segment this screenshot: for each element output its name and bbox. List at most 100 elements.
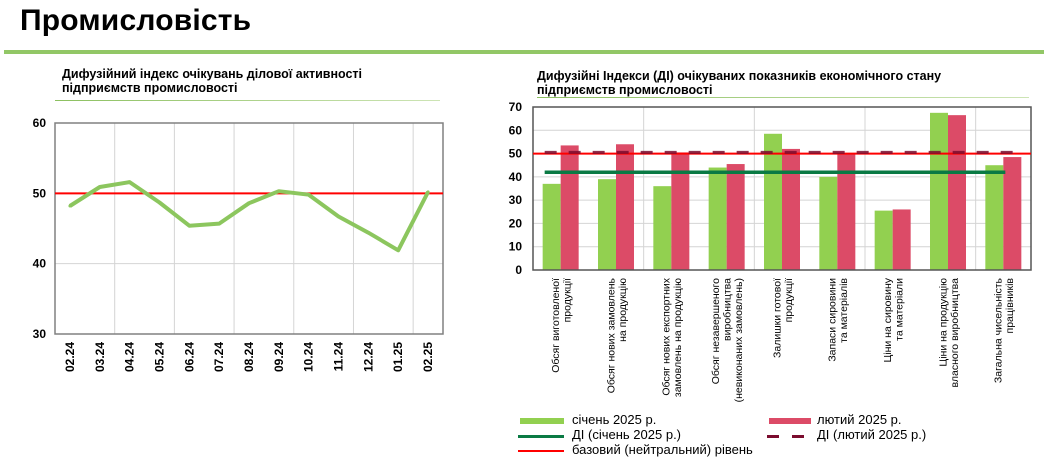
x-category-label: Обсяг нових експортних (661, 277, 673, 395)
bar-feb (726, 164, 745, 270)
data-point (128, 180, 132, 184)
bar-jan (764, 133, 782, 270)
data-point (426, 190, 430, 194)
y-tick-label: 60 (33, 116, 47, 130)
y-tick-label: 40 (33, 257, 47, 271)
bar-jan (598, 179, 616, 270)
bar-feb (837, 153, 856, 270)
bar-jan (930, 112, 948, 270)
bar-chart-title-line-1: Дифузійні Індекси (ДІ) очікуваних показн… (537, 69, 942, 83)
x-category-label: працівників (1004, 278, 1016, 334)
bar-feb (671, 152, 690, 270)
x-tick-label: 03.24 (93, 342, 107, 372)
x-tick-label: 06.24 (182, 342, 196, 372)
bar-feb (1003, 157, 1022, 270)
legend-swatch-feb (769, 418, 811, 424)
x-tick-label: 05.24 (152, 342, 166, 372)
bar-chart-title-rule (537, 97, 1029, 98)
x-category-label: на продукцію (617, 278, 629, 342)
y-tick-label: 50 (509, 147, 523, 161)
line-chart-title-line-1: Дифузійний індекс очікувань ділової акти… (62, 67, 363, 81)
data-point (68, 204, 72, 208)
x-tick-label: 11.24 (332, 342, 346, 372)
x-tick-label: 07.24 (212, 342, 226, 372)
bar-feb (948, 115, 966, 271)
data-point (366, 231, 370, 235)
x-tick-label: 02.24 (63, 342, 77, 372)
line-chart-title-rule (55, 100, 440, 101)
x-category-label: Обсяг незавершеного (710, 278, 722, 384)
bar-chart-title-line-2: підприємств промисловості (537, 83, 713, 97)
x-tick-label: 08.24 (242, 342, 256, 372)
y-tick-label: 60 (509, 123, 523, 137)
y-tick-label: 0 (515, 263, 522, 277)
data-point (157, 200, 161, 204)
x-category-label: та матеріали (893, 278, 905, 341)
x-category-label: (невиконаних замовлень) (733, 278, 745, 402)
bar-jan (819, 176, 838, 270)
data-point (277, 189, 281, 193)
x-category-label: Обсяг нових замовлень (605, 277, 617, 393)
line-chart-title: Дифузійний індекс очікувань ділової акти… (62, 67, 362, 95)
bar-feb (616, 144, 634, 270)
legend-label-feb: лютий 2025 р. (817, 412, 902, 427)
x-category-label: продукції (783, 278, 795, 322)
legend-label-di-feb: ДІ (лютий 2025 р.) (817, 427, 927, 442)
bar-jan (542, 183, 561, 270)
plot-border (54, 122, 444, 335)
bar-chart-title: Дифузійні Індекси (ДІ) очікуваних показн… (537, 69, 941, 97)
x-tick-label: 09.24 (272, 342, 286, 372)
data-point (396, 248, 400, 252)
x-tick-label: 01.25 (391, 342, 405, 372)
data-point (307, 193, 311, 197)
x-category-label: власного виробництва (949, 278, 961, 388)
legend-label-baseline: базовий (нейтральний) рівень (572, 442, 753, 457)
x-tick-label: 10.24 (302, 342, 316, 372)
y-tick-label: 30 (33, 327, 47, 341)
x-category-label: Обсяг виготовленої (550, 278, 562, 373)
x-category-label: та матеріалів (838, 278, 850, 343)
x-tick-label: 02.25 (421, 342, 435, 372)
bar-feb (782, 148, 800, 270)
x-category-label: Запаси сировини (827, 278, 839, 362)
y-tick-label: 10 (509, 240, 523, 254)
bar-jan (653, 186, 672, 270)
x-tick-label: 04.24 (123, 342, 137, 372)
plot-area (55, 123, 443, 334)
legend-swatch-di-feb-dash (792, 435, 804, 438)
x-category-label: Ціни на продукцію (937, 278, 949, 367)
legend-label-jan: січень 2025 р. (572, 412, 657, 427)
bar-jan (708, 167, 727, 270)
bar-feb (892, 209, 911, 270)
data-point (217, 222, 221, 226)
title-rule (4, 50, 1044, 54)
x-category-label: замовлень на продукцію (672, 278, 684, 397)
x-category-label: Ціни на сировину (882, 277, 894, 362)
y-tick-label: 20 (509, 216, 523, 230)
y-tick-label: 70 (509, 100, 523, 114)
legend-swatch-baseline (518, 450, 564, 452)
legend-swatch-di-feb (767, 435, 779, 438)
data-point (247, 201, 251, 205)
x-category-label: продукції (561, 278, 573, 322)
x-category-label: Залишки готової (771, 278, 783, 358)
y-tick-label: 40 (509, 170, 523, 184)
plot-border (532, 106, 1032, 271)
bar-jan (874, 210, 893, 270)
y-tick-label: 50 (33, 186, 47, 200)
bar-jan (985, 165, 1004, 270)
page-title: Промисловість (20, 4, 252, 37)
bar-feb (560, 145, 579, 270)
data-point (337, 215, 341, 219)
x-tick-label: 12.24 (361, 342, 375, 372)
legend-swatch-di-jan (518, 435, 564, 438)
data-point (187, 224, 191, 228)
legend-swatch-jan (520, 418, 564, 424)
y-tick-label: 30 (509, 193, 523, 207)
data-point (98, 185, 102, 189)
line-chart-title-line-2: підприємств промисловості (62, 81, 238, 95)
x-category-label: Загальна чисельність (993, 277, 1005, 383)
x-category-label: виробництва (722, 278, 734, 341)
